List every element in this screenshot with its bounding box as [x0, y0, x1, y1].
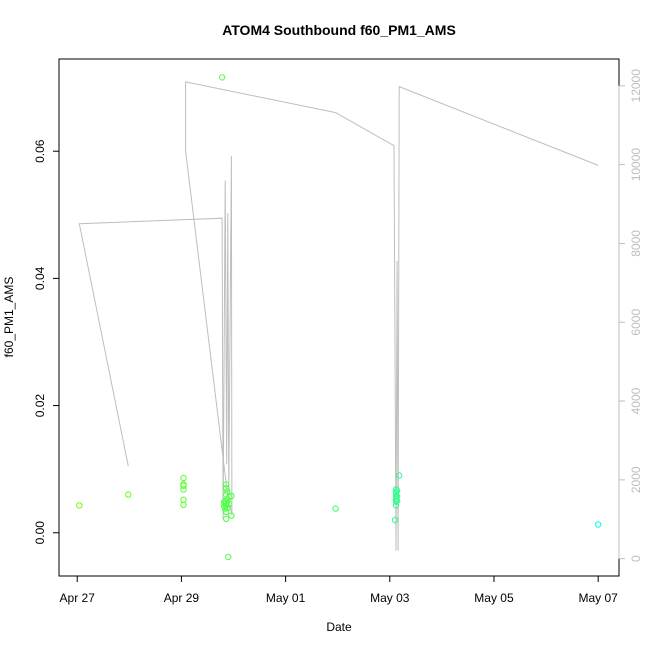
- data-point: [218, 74, 226, 81]
- x-axis: Apr 27 Apr 29 May 01 May 03 May 05 May 07: [60, 575, 618, 605]
- y-tick-label: 0.02: [33, 394, 47, 418]
- x-axis-label: Date: [326, 620, 352, 634]
- data-point: [125, 491, 132, 498]
- y2-tick-label: 2000: [629, 466, 643, 493]
- data-point: [226, 500, 233, 508]
- y-tick-label: 0.04: [33, 266, 47, 290]
- data-point: [180, 474, 187, 482]
- y-tick-label: 0.06: [33, 139, 47, 163]
- line-series: [78, 81, 599, 551]
- y-tick-label: 0.00: [33, 521, 47, 545]
- y-axis: 0.00 0.02 0.04 0.06: [33, 139, 60, 545]
- data-point: [223, 481, 230, 488]
- x-tick-label: May 03: [370, 591, 410, 605]
- x-tick-label: May 07: [578, 591, 618, 605]
- series-line: [78, 81, 599, 551]
- chart-title: ATOM4 Southbound f60_PM1_AMS: [222, 22, 456, 38]
- point-series: [76, 74, 602, 561]
- x-tick-label: May 05: [474, 591, 514, 605]
- data-point: [391, 516, 399, 524]
- x-tick-label: Apr 27: [60, 591, 96, 605]
- data-point: [332, 505, 339, 512]
- data-point: [180, 486, 187, 493]
- y2-tick-label: 12000: [629, 69, 643, 103]
- data-point: [223, 508, 230, 515]
- data-point: [595, 521, 602, 528]
- data-point: [180, 501, 187, 508]
- data-point: [228, 492, 235, 500]
- data-point: [180, 482, 187, 489]
- data-point: [225, 553, 232, 561]
- data-point: [76, 502, 83, 509]
- data-point: [392, 502, 400, 509]
- y2-tick-label: 8000: [629, 230, 643, 257]
- data-point: [392, 486, 400, 493]
- data-point: [393, 493, 401, 500]
- y2-axis: 0 2000 4000 6000 8000 10000 12000: [618, 69, 643, 562]
- y-axis-label: f60_PM1_AMS: [2, 277, 16, 358]
- data-point: [223, 515, 230, 522]
- x-tick-label: Apr 29: [164, 591, 200, 605]
- plot-frame: [58, 58, 620, 577]
- y2-tick-label: 6000: [629, 309, 643, 336]
- data-point: [228, 512, 235, 519]
- x-tick-label: May 01: [266, 591, 306, 605]
- y2-tick-label: 0: [629, 555, 643, 562]
- data-point: [180, 496, 187, 503]
- data-point: [393, 497, 401, 505]
- data-point: [223, 485, 230, 492]
- data-point: [396, 472, 403, 479]
- y2-tick-label: 10000: [629, 148, 643, 182]
- data-point: [224, 488, 231, 495]
- y2-tick-label: 4000: [629, 387, 643, 414]
